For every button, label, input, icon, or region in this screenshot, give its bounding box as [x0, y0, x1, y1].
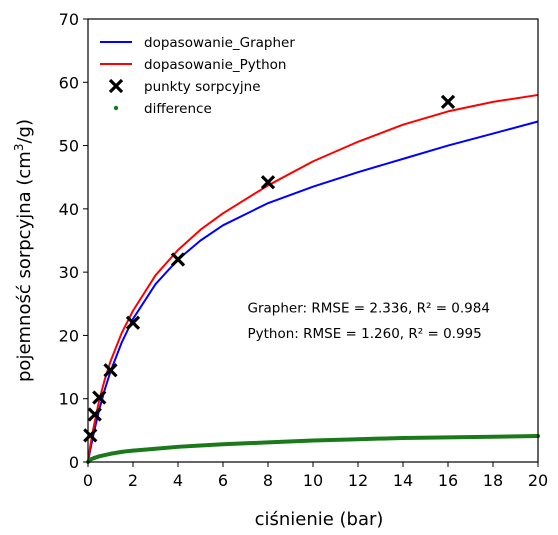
sorption-point-marker [87, 407, 102, 422]
series-line-1 [87, 120, 539, 463]
legend-item: punkty sorpcyjne [108, 78, 261, 95]
marker-stroke [260, 175, 276, 190]
x-tick-label: 16 [438, 471, 458, 490]
y-tick-label: 30 [59, 263, 79, 282]
x-tick-label: 2 [128, 471, 138, 490]
x-tick-label: 4 [173, 471, 183, 490]
series-4-point [176, 445, 180, 449]
series-4-point [198, 443, 203, 448]
sorption-point-marker [103, 363, 118, 378]
annotations: Grapher: RMSE = 2.336, R² = 0.984 Python:… [248, 301, 490, 342]
sorption-point-marker [125, 315, 141, 330]
x-tick-label: 14 [393, 471, 413, 490]
legend-item: dopasowanie_Grapher [100, 35, 295, 51]
y-tick-label: 10 [59, 390, 79, 409]
sorption-point-marker [170, 252, 186, 267]
x-tick-label: 8 [263, 471, 273, 490]
plot-content [83, 93, 540, 464]
series-4-point [153, 446, 158, 451]
x-tick-label: 10 [303, 471, 323, 490]
marker-stroke [92, 390, 107, 405]
series-line-2 [87, 93, 539, 463]
series-4-point [119, 450, 124, 454]
legend-label: dopasowanie_Python [144, 57, 286, 73]
legend-label: punkty sorpcyjne [144, 79, 261, 95]
y-tick-label: 50 [59, 137, 79, 156]
sorption-point-marker [92, 390, 107, 405]
y-axis-label-superscript: 3 [12, 144, 26, 152]
sorption-point-marker [260, 175, 276, 190]
x-tick-label: 12 [348, 471, 368, 490]
legend-swatch-marker [108, 78, 124, 94]
y-axis-label-main: pojemność sorpcyjna (cm [14, 151, 35, 382]
x-tick-label: 0 [83, 471, 93, 490]
series-4-point [108, 451, 113, 456]
marker-stroke [103, 363, 118, 378]
series-4-point [221, 442, 225, 447]
y-axis-label-tail: /g) [14, 119, 35, 144]
x-tick-label: 6 [218, 471, 228, 490]
series-4-point [266, 440, 270, 445]
series-4-point [97, 454, 102, 459]
series-4-point [491, 434, 495, 439]
y-tick-label: 40 [59, 200, 79, 219]
y-axis-label: pojemność sorpcyjna (cm3/g) [12, 119, 35, 382]
x-tick-label: 18 [483, 471, 503, 490]
y-tick-label: 60 [59, 73, 79, 92]
series-4-point [356, 437, 360, 442]
legend: dopasowanie_Grapher dopasowanie_Pythonpun… [100, 35, 295, 117]
series-4-point [446, 435, 450, 440]
y-tick-label: 70 [59, 10, 79, 29]
y-tick-label: 20 [59, 326, 79, 345]
marker-stroke [83, 428, 98, 443]
marker-stroke [170, 252, 186, 267]
series-4-point [88, 457, 93, 462]
sorption-point-marker [440, 94, 456, 110]
legend-item: difference [113, 101, 212, 117]
x-tick-label: 20 [528, 471, 548, 490]
axes: 0 2 4 6 8 10 12 14 16 18 20 0 10 20 30 40 50 60 70 [59, 10, 549, 490]
fit-statistics-annotation: Grapher: RMSE = 2.336, R² = 0.984 [248, 301, 490, 317]
marker-stroke [125, 315, 141, 330]
series-4-point [103, 453, 107, 457]
sorption-point-marker [83, 428, 98, 443]
series-4-point [311, 438, 315, 443]
marker-stroke [87, 407, 102, 422]
legend-swatch-dot [113, 105, 119, 111]
fit-statistics-annotation: Python: RMSE = 1.260, R² = 0.995 [248, 326, 482, 342]
y-tick-label: 0 [69, 453, 79, 472]
marker-stroke [440, 94, 456, 110]
series-4-point [131, 448, 135, 453]
legend-label: dopasowanie_Grapher [144, 35, 295, 51]
series-4-point [91, 456, 96, 461]
legend-item: dopasowanie_Python [100, 57, 286, 73]
legend-label: difference [144, 101, 212, 117]
series-4-point [401, 436, 405, 440]
x-axis-label: ciśnienie (bar) [255, 509, 384, 530]
